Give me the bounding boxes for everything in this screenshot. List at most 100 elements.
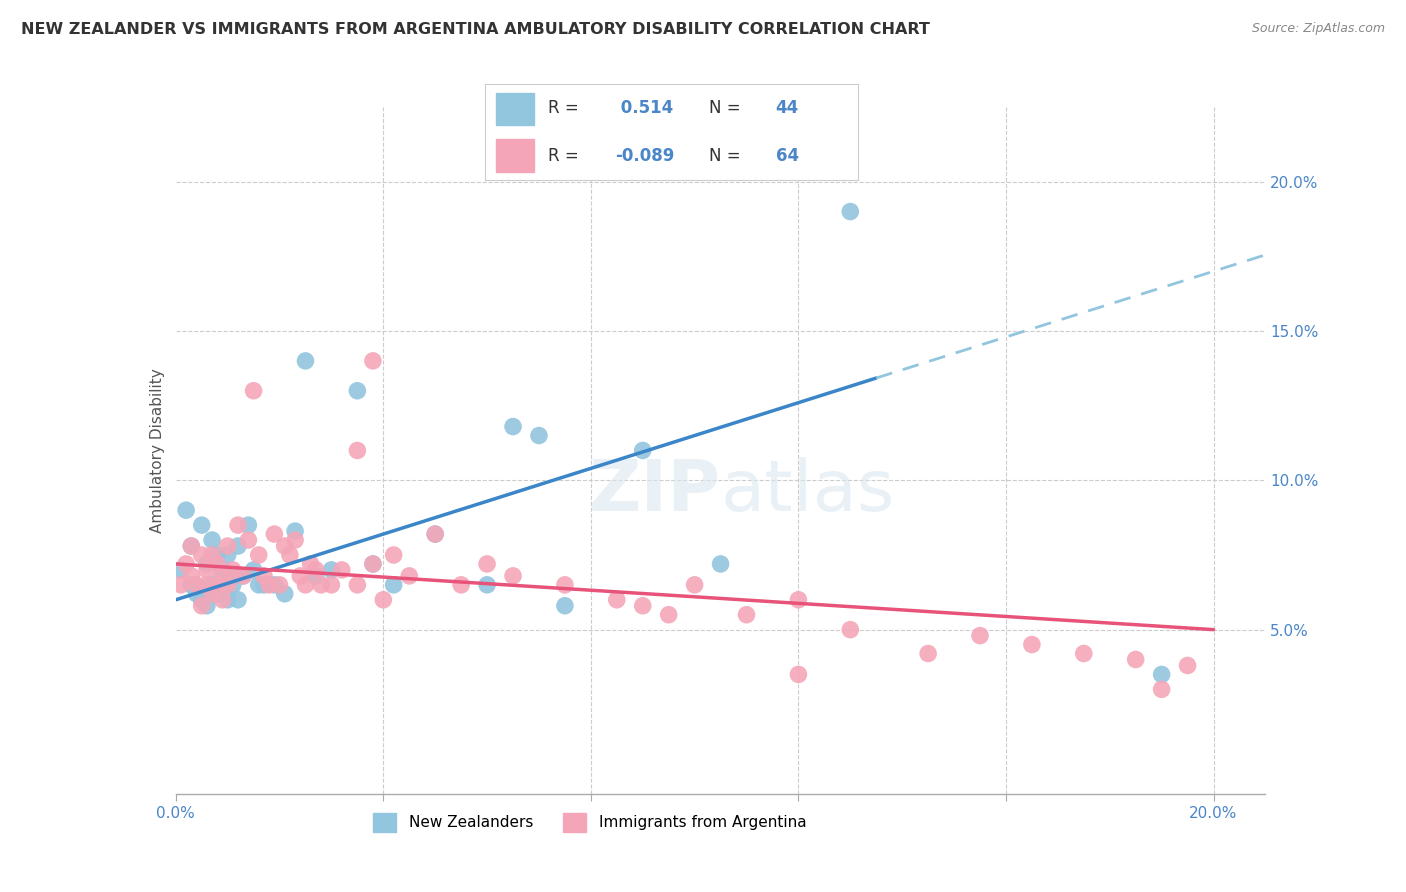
Point <box>284 524 307 538</box>
Point <box>321 578 343 592</box>
Point <box>969 629 991 643</box>
Point <box>294 578 316 592</box>
Point <box>425 527 447 541</box>
Point <box>207 587 229 601</box>
Point <box>735 607 758 622</box>
Point <box>274 539 297 553</box>
Point <box>554 599 576 613</box>
Point <box>170 563 193 577</box>
Text: atlas: atlas <box>721 458 896 526</box>
Point <box>278 548 301 562</box>
Point <box>180 539 202 553</box>
Point <box>554 578 576 592</box>
Point <box>207 557 229 571</box>
Text: ZIP: ZIP <box>588 458 721 526</box>
Point <box>247 548 270 562</box>
Point <box>263 527 285 541</box>
Point <box>226 518 249 533</box>
Point <box>211 569 233 583</box>
Text: N =: N = <box>709 146 745 165</box>
Point <box>263 578 285 592</box>
Point <box>683 578 706 592</box>
Point <box>211 569 233 583</box>
Point <box>299 557 322 571</box>
Point <box>180 569 202 583</box>
Point <box>207 578 229 592</box>
Point <box>217 539 239 553</box>
Point <box>257 578 280 592</box>
Point <box>606 592 628 607</box>
Point <box>346 384 368 398</box>
Point <box>475 557 498 571</box>
Point <box>174 503 197 517</box>
Point <box>658 607 681 622</box>
Point <box>305 569 328 583</box>
Point <box>238 518 260 533</box>
Point <box>186 587 208 601</box>
Point <box>398 569 420 583</box>
Point <box>294 354 316 368</box>
Text: NEW ZEALANDER VS IMMIGRANTS FROM ARGENTINA AMBULATORY DISABILITY CORRELATION CHA: NEW ZEALANDER VS IMMIGRANTS FROM ARGENTI… <box>21 22 929 37</box>
Point <box>361 557 384 571</box>
Text: 44: 44 <box>776 99 799 118</box>
Point <box>1125 652 1147 666</box>
Bar <box>496 139 533 171</box>
Point <box>190 592 212 607</box>
Point <box>211 563 233 577</box>
Point <box>232 569 254 583</box>
Point <box>330 563 353 577</box>
Point <box>195 557 218 571</box>
Point <box>242 384 264 398</box>
Point <box>232 569 254 583</box>
Point <box>787 667 810 681</box>
Point <box>1177 658 1199 673</box>
Point <box>502 569 524 583</box>
Point <box>346 443 368 458</box>
Point <box>1150 682 1173 697</box>
Point <box>217 548 239 562</box>
Text: N =: N = <box>709 99 745 118</box>
Point <box>1021 638 1043 652</box>
Point <box>839 623 862 637</box>
Bar <box>496 93 533 125</box>
Point <box>425 527 447 541</box>
Point <box>226 539 249 553</box>
Point <box>502 419 524 434</box>
Point <box>247 578 270 592</box>
Point <box>321 563 343 577</box>
Point <box>195 599 218 613</box>
Point <box>309 578 332 592</box>
Point <box>917 647 939 661</box>
Point <box>253 578 276 592</box>
Point <box>217 578 239 592</box>
Text: Source: ZipAtlas.com: Source: ZipAtlas.com <box>1251 22 1385 36</box>
Point <box>361 557 384 571</box>
Point <box>305 563 328 577</box>
Point <box>450 578 472 592</box>
Point <box>201 548 224 562</box>
Point <box>201 587 224 601</box>
Text: -0.089: -0.089 <box>616 146 675 165</box>
Point <box>269 578 291 592</box>
Point <box>373 592 395 607</box>
Point <box>253 569 276 583</box>
Point <box>222 563 245 577</box>
Point <box>190 518 212 533</box>
Point <box>217 592 239 607</box>
Point <box>222 569 245 583</box>
Point <box>180 539 202 553</box>
Point <box>382 548 405 562</box>
Point <box>201 533 224 547</box>
Point <box>631 443 654 458</box>
Point <box>346 578 368 592</box>
Y-axis label: Ambulatory Disability: Ambulatory Disability <box>149 368 165 533</box>
Point <box>361 354 384 368</box>
Point <box>527 428 550 442</box>
Point <box>1073 647 1095 661</box>
Point <box>238 533 260 547</box>
Point <box>195 563 218 577</box>
Point <box>186 578 208 592</box>
Point <box>174 557 197 571</box>
Point <box>839 204 862 219</box>
Text: 64: 64 <box>776 146 799 165</box>
